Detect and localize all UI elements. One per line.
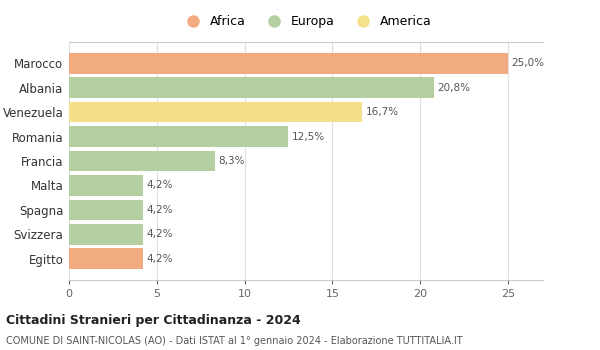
Bar (69, 102, 362, 122)
Bar (69, 248, 143, 269)
Text: 4,2%: 4,2% (146, 254, 173, 264)
Legend: Africa, Europa, America: Africa, Europa, America (178, 13, 434, 30)
Bar (69, 126, 289, 147)
Text: COMUNE DI SAINT-NICOLAS (AO) - Dati ISTAT al 1° gennaio 2024 - Elaborazione TUTT: COMUNE DI SAINT-NICOLAS (AO) - Dati ISTA… (6, 336, 463, 346)
Text: 4,2%: 4,2% (146, 229, 173, 239)
Bar (69, 77, 434, 98)
Bar (69, 53, 508, 74)
Text: Cittadini Stranieri per Cittadinanza - 2024: Cittadini Stranieri per Cittadinanza - 2… (6, 314, 301, 327)
Bar (69, 224, 143, 245)
Text: 16,7%: 16,7% (365, 107, 399, 117)
Bar (69, 150, 215, 172)
Text: 12,5%: 12,5% (292, 132, 325, 141)
Text: 8,3%: 8,3% (218, 156, 245, 166)
Text: 4,2%: 4,2% (146, 181, 173, 190)
Bar (69, 199, 143, 220)
Text: 4,2%: 4,2% (146, 205, 173, 215)
Bar (69, 175, 143, 196)
Text: 25,0%: 25,0% (511, 58, 544, 68)
Text: 20,8%: 20,8% (437, 83, 470, 93)
